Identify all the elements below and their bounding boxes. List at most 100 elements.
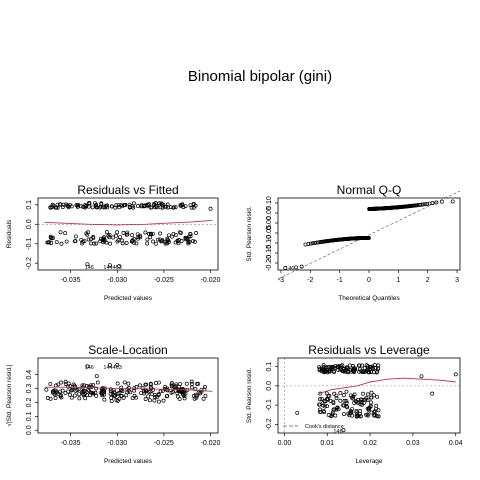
- data-point: [60, 205, 65, 210]
- data-point: [105, 203, 110, 208]
- data-point: [175, 394, 180, 399]
- y-tick-label: 0.0: [26, 425, 33, 435]
- data-point: [155, 395, 159, 400]
- y-tick-label: -0.05: [266, 225, 273, 241]
- data-point: [180, 391, 185, 396]
- data-point: [147, 202, 152, 207]
- data-point: [151, 239, 156, 244]
- data-point: [354, 410, 359, 415]
- data-point: [374, 370, 379, 375]
- y-tick-label: 0.0: [266, 381, 273, 391]
- panel-title: Residuals vs Leverage: [308, 343, 430, 357]
- data-point: [191, 238, 196, 243]
- data-point: [186, 240, 191, 245]
- panel-title: Residuals vs Fitted: [77, 183, 178, 197]
- x-tick-label: -0.025: [154, 277, 174, 284]
- data-point: [351, 394, 356, 399]
- data-point: [341, 428, 346, 433]
- data-point: [77, 392, 81, 397]
- data-point: [58, 202, 63, 207]
- data-point: [344, 365, 349, 370]
- data-point: [156, 392, 161, 397]
- data-point: [115, 230, 120, 235]
- smoother-line: [44, 386, 213, 392]
- data-point: [317, 368, 322, 373]
- data-point: [109, 399, 114, 404]
- data-point: [121, 230, 126, 235]
- x-tick-label: -3: [278, 277, 284, 284]
- data-point: [321, 365, 326, 370]
- data-point: [180, 202, 185, 207]
- point-label: 144463: [103, 265, 121, 271]
- data-point: [91, 383, 96, 388]
- data-point: [331, 401, 336, 406]
- data-point: [208, 206, 213, 211]
- main-title: Binomial bipolar (gini): [188, 68, 332, 85]
- data-point: [59, 241, 64, 246]
- data-point: [369, 410, 374, 415]
- data-point: [114, 203, 119, 208]
- data-point: [149, 386, 154, 391]
- data-point: [152, 395, 157, 399]
- data-point: [114, 398, 119, 403]
- data-point: [351, 369, 356, 374]
- y-tick-label: -0.2: [266, 418, 273, 430]
- x-tick-label: -0.030: [107, 277, 127, 284]
- data-point: [86, 384, 91, 389]
- data-point: [159, 201, 164, 206]
- data-point: [191, 205, 196, 210]
- y-tick-label: 0.00: [266, 216, 273, 230]
- data-point: [102, 205, 107, 210]
- data-point: [126, 381, 131, 386]
- point-label: 146: [333, 429, 342, 435]
- y-axis-label: √|Std. Pearson resid.|: [5, 364, 13, 427]
- data-point: [119, 393, 123, 398]
- data-point: [333, 364, 338, 369]
- data-point: [347, 413, 352, 418]
- y-tick-label: -0.20: [266, 255, 273, 271]
- data-point: [361, 370, 366, 375]
- data-point: [318, 397, 322, 402]
- y-tick-label: -0.1: [26, 238, 33, 250]
- data-point: [334, 393, 339, 398]
- data-point: [94, 374, 99, 379]
- data-point: [124, 393, 129, 398]
- x-tick-label: 0.01: [320, 440, 334, 447]
- data-point: [327, 393, 332, 398]
- data-point: [111, 388, 116, 393]
- data-point: [341, 366, 346, 371]
- data-point: [85, 262, 90, 267]
- data-point: [168, 205, 173, 210]
- data-point: [52, 392, 57, 397]
- data-point: [131, 201, 136, 206]
- data-point: [135, 232, 140, 237]
- data-point: [201, 396, 206, 401]
- y-tick-label: 0.1: [26, 411, 33, 421]
- data-point: [193, 387, 198, 392]
- x-tick-label: 2: [426, 277, 430, 284]
- data-point: [68, 384, 73, 389]
- data-point: [117, 264, 122, 269]
- data-point: [311, 241, 315, 246]
- data-point: [317, 402, 322, 407]
- x-tick-label: -2: [307, 277, 313, 284]
- data-point: [54, 240, 59, 244]
- data-point: [92, 241, 97, 246]
- data-point: [318, 391, 323, 396]
- data-point: [372, 393, 376, 398]
- data-point: [80, 239, 85, 244]
- x-tick-label: -1: [337, 277, 343, 284]
- data-point: [365, 392, 370, 397]
- data-point: [125, 387, 130, 392]
- data-point: [118, 234, 122, 239]
- data-point: [202, 385, 207, 389]
- x-axis-label: Leverage: [355, 458, 382, 465]
- data-point: [142, 203, 147, 208]
- data-point: [94, 386, 99, 391]
- data-point: [178, 230, 183, 235]
- data-point: [145, 241, 150, 246]
- data-point: [347, 363, 352, 368]
- data-point: [87, 200, 92, 205]
- data-point: [332, 391, 337, 396]
- data-point: [98, 236, 103, 241]
